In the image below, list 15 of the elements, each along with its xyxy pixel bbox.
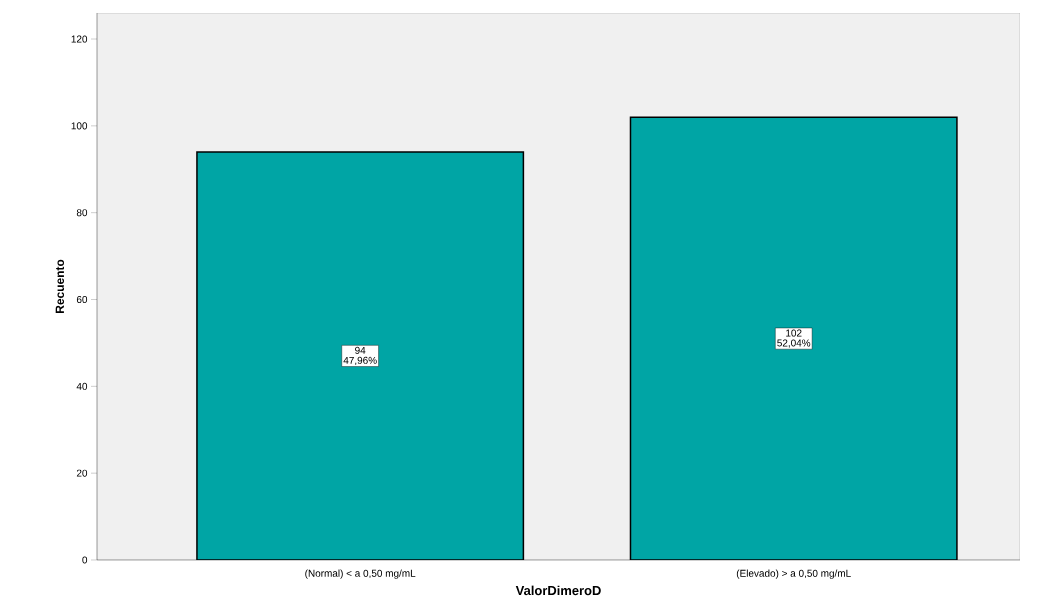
y-tick-label: 60 [76, 295, 88, 304]
annotation: 47,96% [343, 356, 377, 366]
y-tick-label: 0 [82, 556, 88, 564]
y-tick-label: 100 [71, 122, 88, 130]
data-label: 102 [786, 329, 802, 337]
x-tick-label: (Normal) < a 0,50 mg/mL [305, 569, 416, 579]
x-tick-label: (Elevado) > a 0,50 mg/mL [736, 569, 851, 579]
y-tick-label: 120 [71, 35, 88, 43]
y-tick-label: 20 [76, 469, 88, 477]
annotation: 52,04% [777, 339, 811, 348]
x-axis-title: ValorDimeroD [515, 585, 601, 596]
y-axis-title: Recuento [55, 259, 65, 313]
y-tick-label: 40 [76, 382, 88, 390]
y-tick-label: 80 [76, 209, 88, 217]
data-label: 94 [355, 346, 366, 354]
